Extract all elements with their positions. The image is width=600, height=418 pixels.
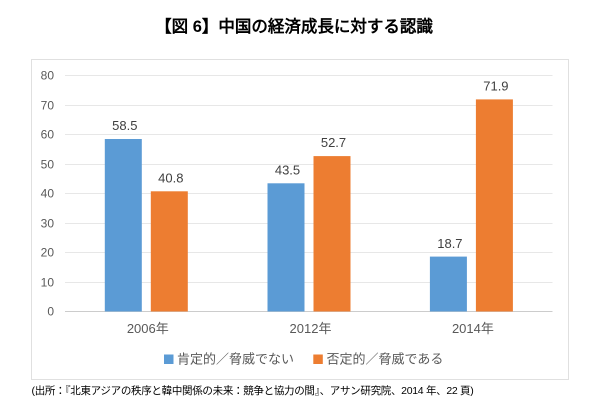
svg-text:71.9: 71.9 <box>483 78 508 93</box>
svg-text:58.5: 58.5 <box>112 118 137 133</box>
svg-text:52.7: 52.7 <box>321 135 346 150</box>
svg-text:70: 70 <box>41 99 55 113</box>
svg-text:43.5: 43.5 <box>275 163 300 178</box>
svg-text:0: 0 <box>47 305 54 319</box>
svg-text:80: 80 <box>41 69 55 83</box>
svg-text:2006年: 2006年 <box>127 321 169 336</box>
svg-text:肯定的／脅威でない: 肯定的／脅威でない <box>177 352 294 367</box>
svg-text:18.7: 18.7 <box>437 236 462 251</box>
svg-text:10: 10 <box>41 276 55 290</box>
svg-text:30: 30 <box>41 217 55 231</box>
svg-text:50: 50 <box>41 158 55 172</box>
svg-text:否定的／脅威である: 否定的／脅威である <box>327 352 444 367</box>
svg-text:60: 60 <box>41 128 55 142</box>
svg-text:(出所：『北東アジアの秩序と韓中関係の未来：競争と協力の間』: (出所：『北東アジアの秩序と韓中関係の未来：競争と協力の間』、アサン研究院、20… <box>32 384 474 397</box>
svg-text:2012年: 2012年 <box>290 321 332 336</box>
svg-text:20: 20 <box>41 246 55 260</box>
svg-text:2014年: 2014年 <box>452 321 494 336</box>
svg-text:40.8: 40.8 <box>158 170 183 185</box>
svg-text:40: 40 <box>41 187 55 201</box>
svg-text:【図 6】中国の経済成長に対する認識: 【図 6】中国の経済成長に対する認識 <box>155 16 433 36</box>
